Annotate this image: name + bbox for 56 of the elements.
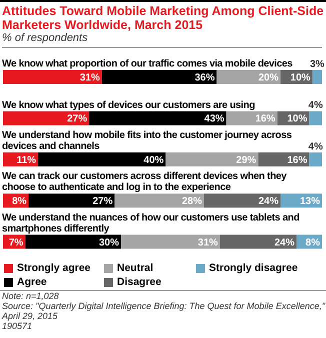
data-label: 4% (308, 100, 323, 112)
data-label: 28% (182, 196, 202, 208)
data-label: 16% (287, 154, 308, 166)
data-label: 8% (12, 196, 27, 208)
data-label: 7% (8, 237, 24, 248)
source-note: Source: "Quarterly Digital Intelligence Briefing: The Quest for Mobile Excellence," April 29, 2015 (2, 301, 326, 321)
data-label: 30% (99, 237, 120, 248)
bar (38, 152, 166, 166)
data-label: 29% (236, 154, 256, 166)
data-label: 27% (67, 114, 88, 125)
data-label: 11% (16, 154, 36, 166)
legend-label: Agree (16, 276, 48, 288)
y-tick-label: We understand how mobile fits into the customer journey across devices and channels (2, 130, 292, 152)
legend-label: Strongly disagree (208, 262, 299, 274)
chart-subtitle: % of respondents (2, 32, 322, 48)
bar (114, 194, 204, 208)
bar (25, 234, 122, 249)
data-label: 40% (144, 154, 164, 166)
legend-label: Disagree (116, 276, 162, 288)
bar (89, 111, 226, 126)
legend-label: Strongly agree (16, 262, 92, 274)
bar (102, 70, 217, 84)
bar (312, 70, 322, 84)
text: 190571 (2, 321, 34, 331)
y-tick-label: We can track our customers across different devices when they choose to authenticate and log in to the experience (2, 171, 288, 194)
chart-title: Attitudes Toward Mobile Marketing Among Client-Side Marketers Worldwide, March 2015 (2, 4, 325, 32)
y-tick-label: We understand the nuances of how our customers use tablets and smartphones differently (2, 212, 300, 234)
bar (166, 152, 258, 166)
data-label: 13% (300, 196, 320, 208)
bar (220, 234, 296, 249)
y-tick-label: We know what proportion of our traffic comes via mobile devices (2, 58, 294, 70)
y-tick-label: We know what types of devices our customers are using (2, 100, 256, 111)
data-label: 27% (92, 196, 113, 208)
data-label: 4% (308, 141, 323, 152)
data-label: 8% (306, 237, 320, 248)
data-label: 36% (194, 72, 215, 84)
data-label: 3% (310, 59, 325, 70)
bar (28, 194, 115, 208)
bar (3, 70, 102, 84)
bar (121, 234, 220, 249)
data-label: 10% (287, 114, 308, 125)
bar (309, 152, 322, 166)
data-label: 10% (290, 72, 311, 84)
data-label: 31% (198, 237, 218, 248)
data-label: 24% (258, 196, 279, 208)
data-label: 16% (255, 114, 276, 125)
data-label: 24% (274, 237, 295, 248)
legend-label: Neutral (116, 262, 154, 274)
data-label: 31% (80, 72, 100, 84)
data-label: 43% (204, 114, 224, 125)
bar (309, 111, 322, 126)
bar (204, 194, 281, 208)
data-label: 20% (258, 72, 279, 84)
bar (216, 70, 281, 84)
text: Note: n=1,028 (2, 291, 60, 301)
bar (3, 111, 90, 126)
